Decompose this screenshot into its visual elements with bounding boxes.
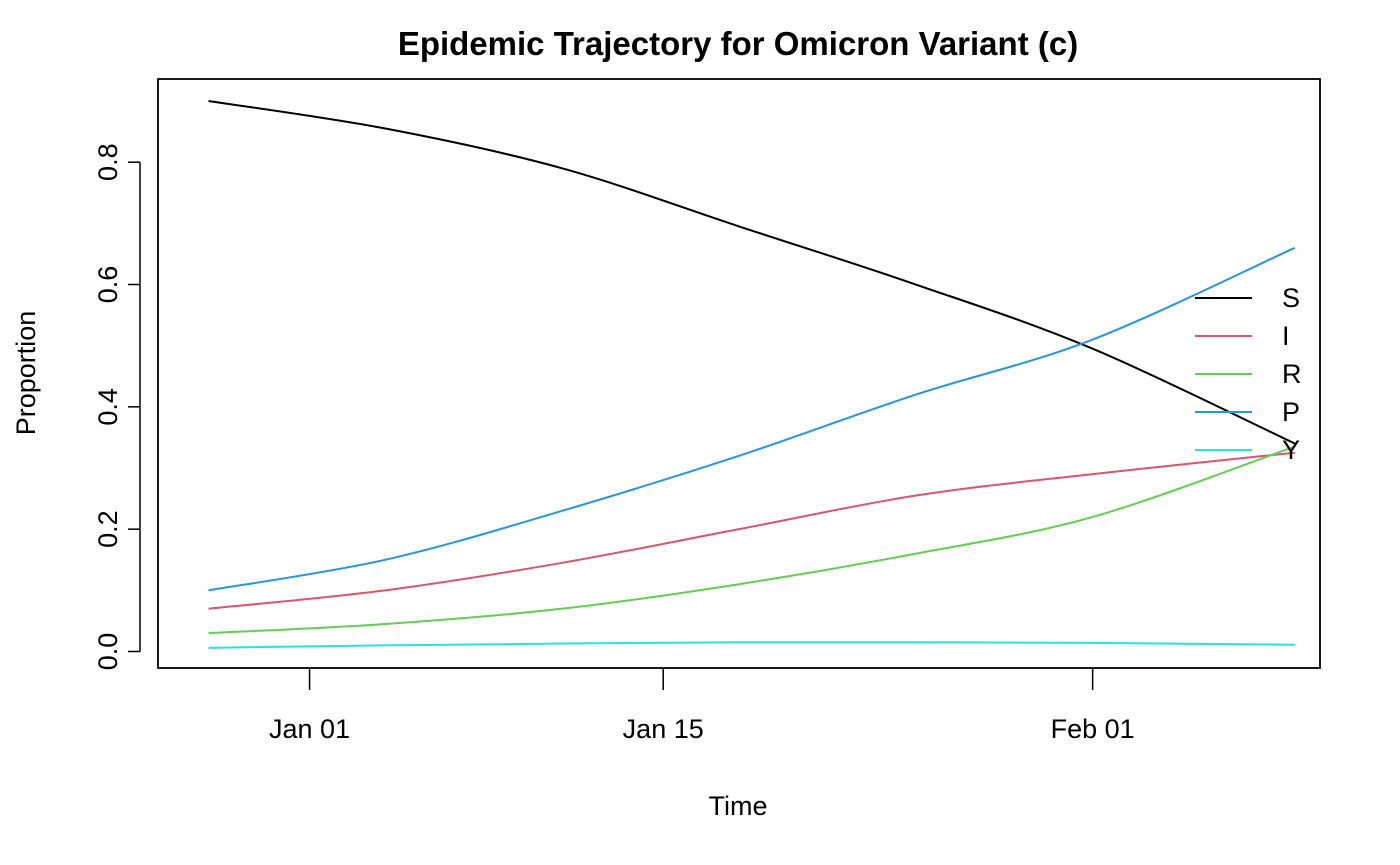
series-line-y bbox=[208, 641, 1295, 649]
legend-label-i: I bbox=[1282, 321, 1290, 351]
plot-frame bbox=[157, 78, 1321, 669]
y-tick-label: 0.6 bbox=[93, 266, 123, 304]
y-tick-label: 0.2 bbox=[93, 510, 123, 548]
legend-label-s: S bbox=[1282, 283, 1300, 313]
x-tick-label: Jan 01 bbox=[269, 714, 350, 744]
y-tick-label: 0.8 bbox=[93, 143, 123, 181]
series-line-r bbox=[208, 445, 1296, 635]
y-tick-label: 0.4 bbox=[93, 388, 123, 426]
y-axis: 0.0 0.2 0.4 0.6 0.8 bbox=[93, 143, 141, 671]
legend-label-r: R bbox=[1282, 359, 1302, 389]
legend-label-p: P bbox=[1282, 397, 1300, 427]
x-axis-label: Time bbox=[709, 791, 768, 821]
series-lines bbox=[208, 100, 1296, 649]
y-tick-label: 0.0 bbox=[93, 633, 123, 671]
x-tick-label: Jan 15 bbox=[623, 714, 704, 744]
series-line-i bbox=[208, 451, 1295, 610]
series-line-s bbox=[208, 100, 1296, 445]
chart-title: Epidemic Trajectory for Omicron Variant … bbox=[398, 25, 1078, 62]
y-axis-label: Proportion bbox=[11, 311, 41, 436]
x-axis: Jan 01 Jan 15 Feb 01 bbox=[269, 668, 1135, 744]
series-line-p bbox=[208, 246, 1296, 592]
x-tick-label: Feb 01 bbox=[1051, 714, 1135, 744]
legend-label-y: Y bbox=[1282, 435, 1300, 465]
